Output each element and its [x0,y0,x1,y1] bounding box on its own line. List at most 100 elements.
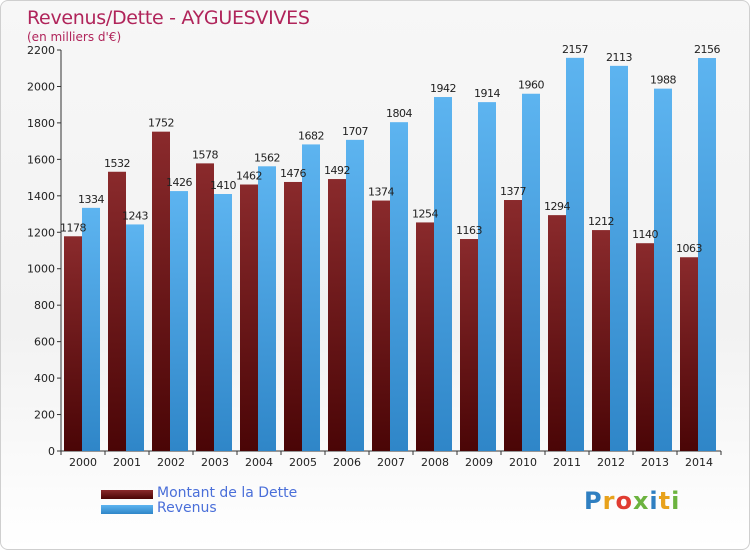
revenus-bar [214,193,232,451]
revenus-bar [610,65,628,451]
debt-value-label: 1377 [500,185,526,198]
x-tick-label: 2004 [245,456,273,469]
revenus-value-label: 1426 [166,176,192,189]
debt-bar [504,200,522,451]
logo-letter: t [658,487,672,515]
revenus-value-label: 1562 [254,151,280,164]
x-tick-label: 2000 [69,456,97,469]
legend-label-revenus: Revenus [157,500,217,516]
y-tick-label: 200 [34,409,55,422]
debt-bar [592,230,610,451]
debt-value-label: 1254 [412,207,438,220]
y-tick-label: 1200 [27,226,55,239]
y-tick-label: 1600 [27,153,55,166]
debt-bar [680,257,698,451]
y-tick-label: 1800 [27,117,55,130]
x-tick-label: 2002 [157,456,185,469]
x-tick-label: 2003 [201,456,229,469]
x-tick-label: 2013 [641,456,669,469]
debt-bar [284,181,302,451]
logo-letter: i [649,487,659,515]
x-tick-label: 2007 [377,456,405,469]
bars [64,57,716,452]
revenus-bar [126,224,144,451]
x-tick-label: 2010 [509,456,537,469]
debt-bar [548,215,566,451]
revenus-bar [522,93,540,451]
y-tick-label: 600 [34,336,55,349]
debt-bar [460,239,478,451]
debt-value-label: 1476 [280,167,306,180]
debt-bar [636,243,654,451]
debt-value-label: 1294 [544,200,570,213]
x-tick-label: 2005 [289,456,317,469]
debt-value-label: 1063 [676,242,702,255]
revenus-value-label: 1707 [342,125,368,138]
revenus-value-label: 2113 [606,51,632,64]
revenus-bar [82,207,100,451]
x-tick-label: 2006 [333,456,361,469]
logo-letter: r [602,487,616,515]
revenus-bar [170,191,188,451]
logo-letter: i [671,487,681,515]
logo-letter: P [584,487,603,515]
debt-bar [240,184,258,451]
legend-swatch-debt [101,490,153,499]
logo-letter: o [615,487,633,515]
debt-value-label: 1140 [632,228,658,241]
revenus-value-label: 2157 [562,43,588,56]
revenus-value-label: 1988 [650,74,676,87]
y-tick-label: 0 [48,445,55,458]
debt-value-label: 1374 [368,186,394,199]
revenus-bar [346,139,364,451]
revenus-value-label: 1410 [210,179,236,192]
revenus-bar [698,58,716,452]
debt-bar [64,236,82,451]
y-tick-label: 2000 [27,80,55,93]
revenus-value-label: 1960 [518,79,544,92]
revenus-value-label: 2156 [694,43,720,56]
revenus-bar [390,122,408,452]
debt-bar [416,222,434,451]
debt-bar [196,163,214,451]
x-tick-label: 2008 [421,456,449,469]
debt-value-label: 1532 [104,157,130,170]
revenus-value-label: 1334 [78,193,104,206]
revenus-bar [654,88,672,451]
revenus-bar [478,102,496,451]
debt-value-label: 1163 [456,224,482,237]
revenus-bar [566,57,584,451]
legend-label-debt: Montant de la Dette [157,485,298,501]
y-tick-label: 1400 [27,190,55,203]
legend-swatch-revenus [101,505,153,514]
y-tick-label: 2200 [27,44,55,57]
y-tick-label: 400 [34,372,55,385]
logo-letter: x [632,487,650,515]
debt-bar [372,200,390,451]
revenus-value-label: 1804 [386,107,412,120]
revenus-bar [434,97,452,451]
x-tick-label: 2012 [597,456,625,469]
revenus-bar [258,166,276,452]
debt-value-label: 1178 [60,221,86,234]
chart-title: Revenus/Dette - AYGUESVIVES [27,7,310,29]
chart-subtitle: (en milliers d'€) [27,30,122,44]
revenus-value-label: 1914 [474,87,500,100]
revenus-bar [302,144,320,451]
y-tick-label: 800 [34,299,55,312]
debt-value-label: 1492 [324,164,350,177]
debt-bar [328,179,346,452]
debt-value-label: 1462 [236,170,262,183]
revenus-value-label: 1243 [122,209,148,222]
x-tick-label: 2014 [685,456,713,469]
debt-value-label: 1752 [148,117,174,130]
x-tick-label: 2011 [553,456,581,469]
debt-value-label: 1212 [588,215,614,228]
debt-bar [152,131,170,451]
data-labels: 1178 1532 1752 1578 1462 1476 1492 1374 1254 1163… [60,43,721,255]
proxiti-logo: Proxiti [584,487,680,515]
y-tick-label: 1000 [27,263,55,276]
x-tick-label: 2001 [113,456,141,469]
